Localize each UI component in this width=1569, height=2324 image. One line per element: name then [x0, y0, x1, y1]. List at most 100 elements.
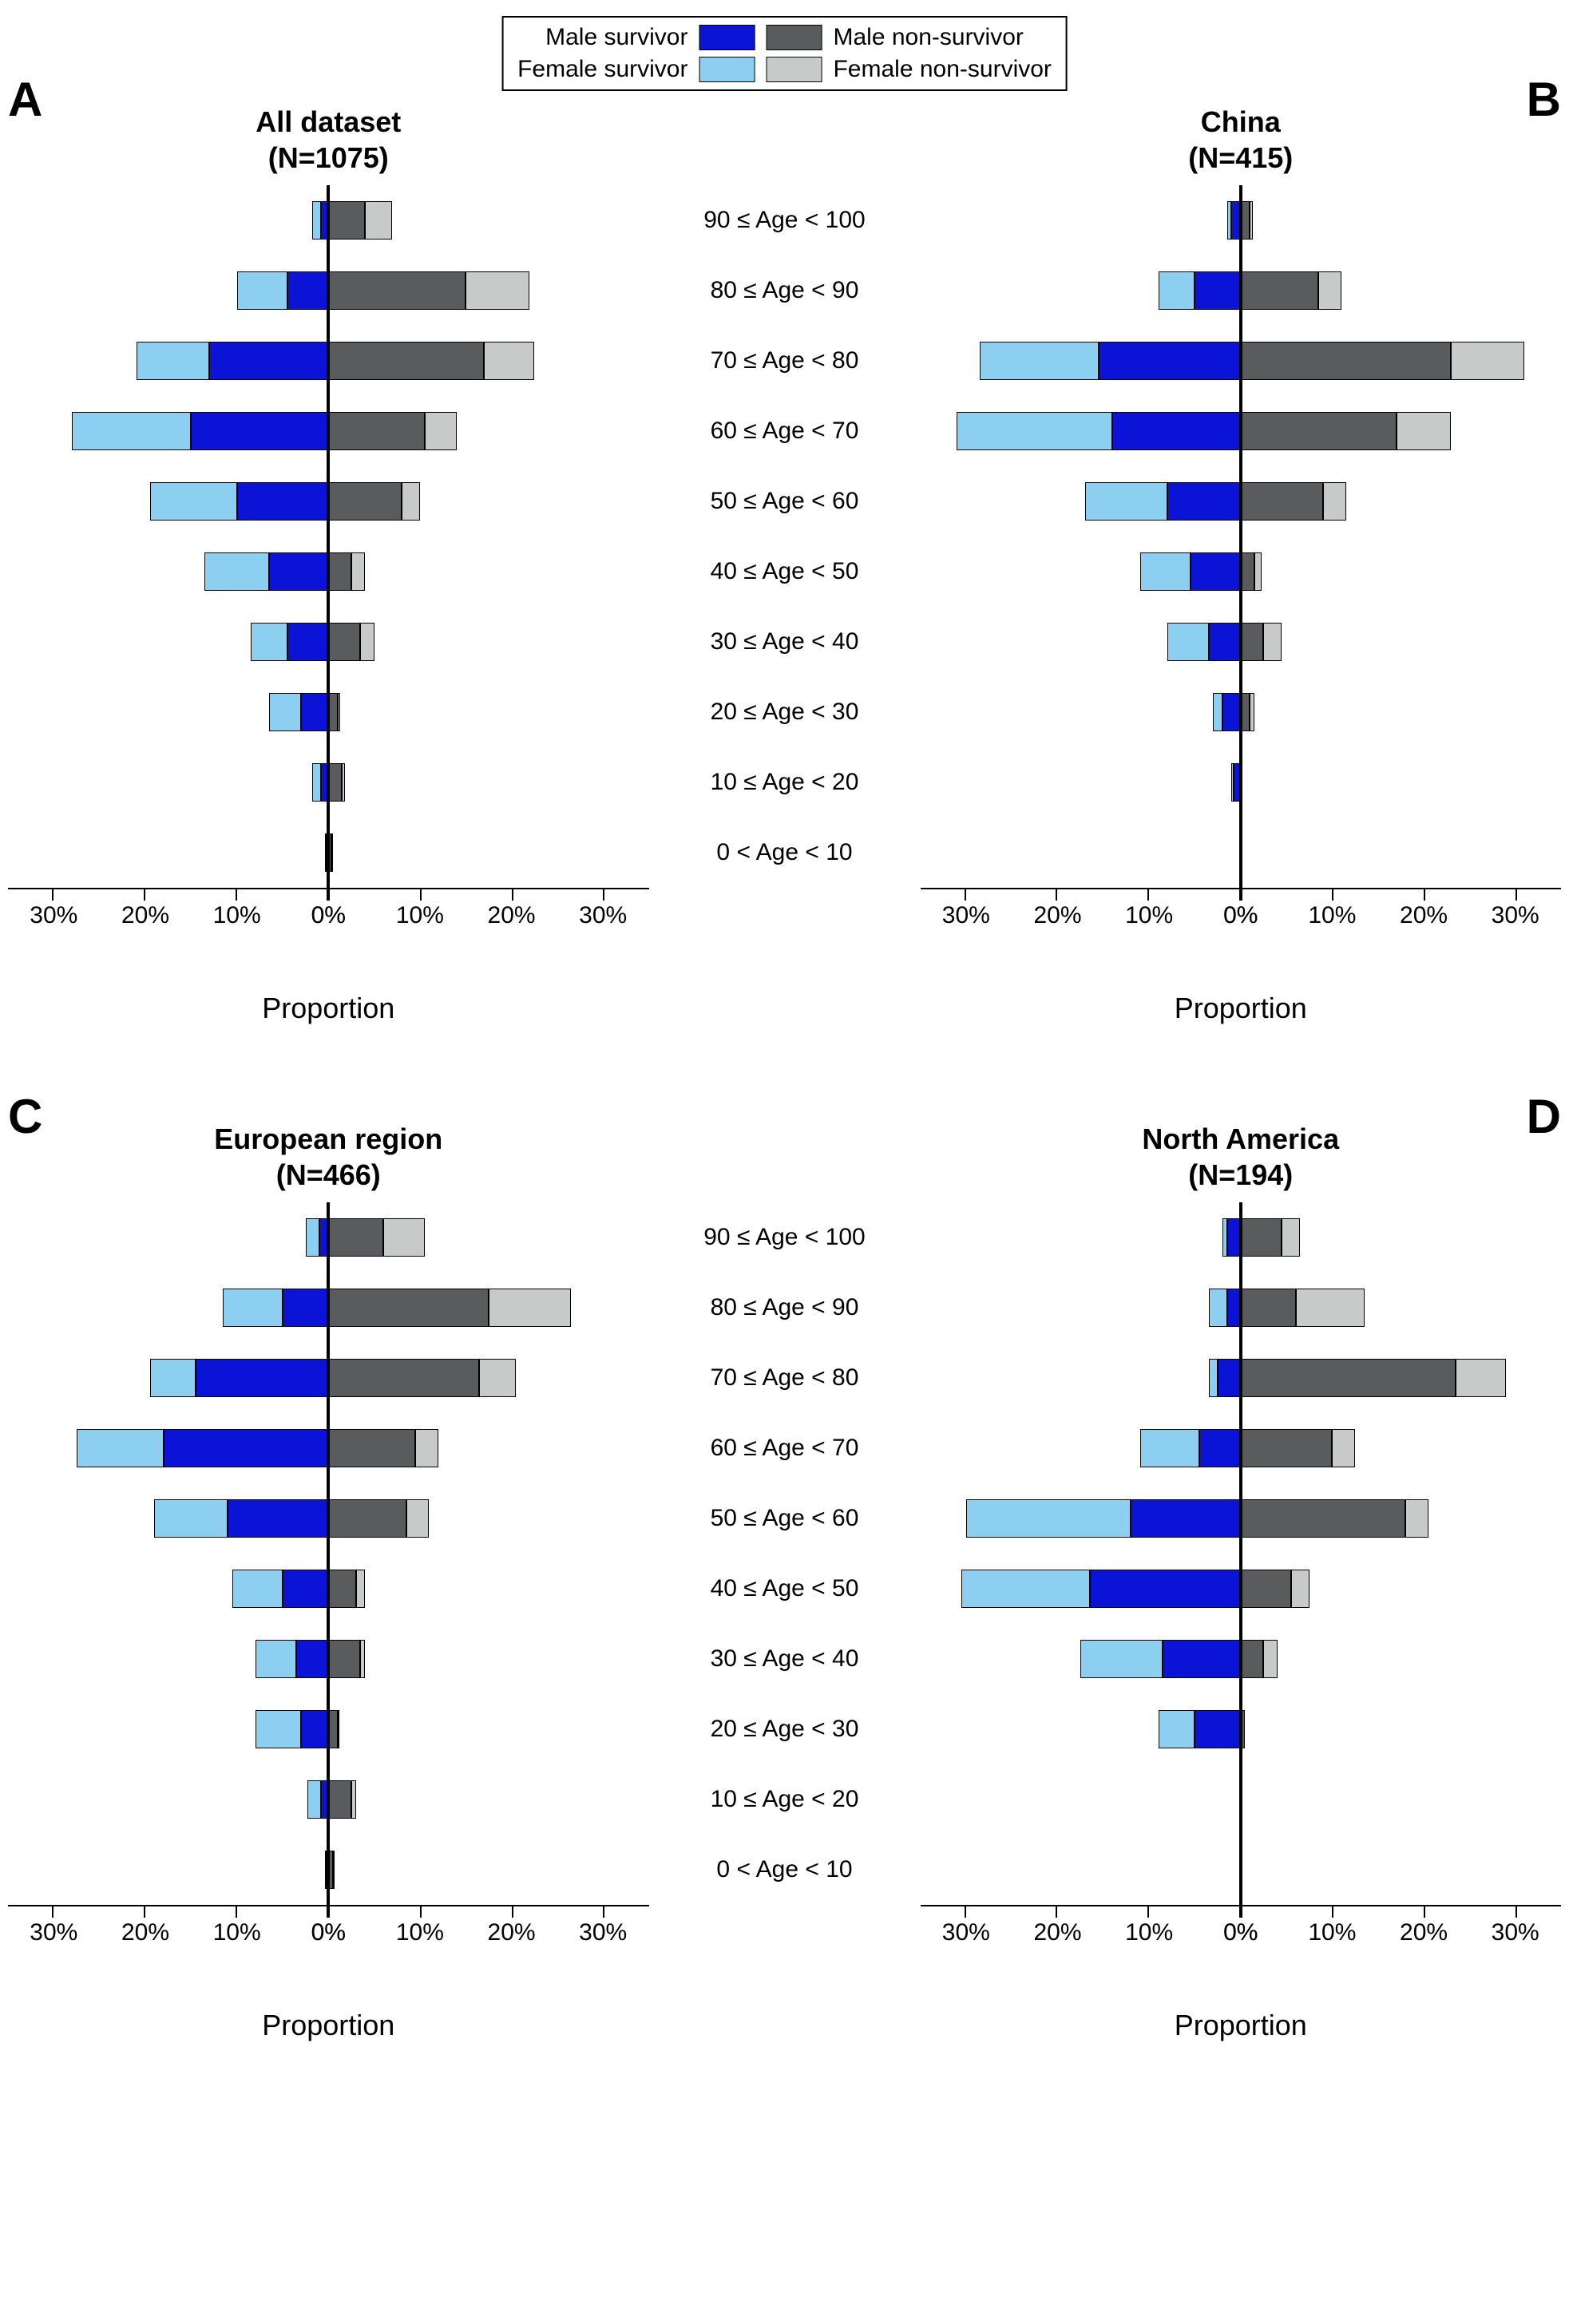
tick-label: 10% [213, 1919, 261, 1946]
seg-male-survivor [237, 482, 329, 521]
tick-label: 0% [1223, 902, 1258, 929]
seg-female-survivor [306, 1218, 319, 1257]
legend-male-nonsurvivor-swatch [766, 25, 822, 50]
age-label: 90 ≤ Age < 100 [665, 185, 905, 255]
bar-row [921, 1624, 1241, 1694]
bar-row [328, 1343, 648, 1413]
seg-female-nonsurvivor [1263, 623, 1282, 661]
bar-row [8, 185, 328, 255]
tick-label: 30% [579, 1919, 627, 1946]
figure: Male survivor Male non-survivor Female s… [8, 16, 1561, 2042]
seg-female-survivor [312, 763, 321, 802]
seg-male-nonsurvivor [1241, 1429, 1333, 1467]
seg-male-nonsurvivor [1241, 482, 1323, 521]
seg-male-survivor [1090, 1570, 1241, 1608]
seg-male-survivor [1191, 552, 1241, 591]
bar-row [328, 747, 648, 818]
seg-female-nonsurvivor [351, 1780, 356, 1819]
age-label: 70 ≤ Age < 80 [665, 326, 905, 396]
bar-row [328, 466, 648, 536]
bar-row [1241, 1835, 1561, 1905]
seg-female-survivor [312, 201, 321, 240]
seg-female-nonsurvivor [365, 201, 392, 240]
bar-row [8, 818, 328, 888]
seg-male-nonsurvivor [328, 1570, 355, 1608]
legend-male-survivor-swatch [699, 25, 755, 50]
seg-male-survivor [1222, 693, 1241, 731]
seg-male-nonsurvivor [1241, 412, 1397, 450]
bar-row [1241, 255, 1561, 326]
seg-female-nonsurvivor [1250, 693, 1254, 731]
age-labels-column: 90 ≤ Age < 10080 ≤ Age < 9070 ≤ Age < 80… [665, 104, 905, 1025]
seg-female-nonsurvivor [360, 1640, 365, 1678]
bar-row [328, 1202, 648, 1273]
seg-female-nonsurvivor [1254, 552, 1262, 591]
bar-row [921, 1273, 1241, 1343]
seg-male-survivor [1195, 1710, 1240, 1748]
seg-female-survivor [1209, 1359, 1218, 1397]
seg-female-nonsurvivor [338, 1710, 339, 1748]
tick-label: 10% [1125, 902, 1173, 929]
seg-female-survivor [237, 271, 287, 310]
seg-male-survivor [1099, 342, 1241, 380]
tick-label: 10% [396, 902, 444, 929]
seg-male-nonsurvivor [328, 412, 424, 450]
bar-row [8, 466, 328, 536]
seg-male-survivor [287, 623, 329, 661]
bar-row [1241, 1202, 1561, 1273]
bar-row [8, 1554, 328, 1624]
tick-label: 0% [311, 1919, 346, 1946]
seg-female-survivor [223, 1289, 283, 1327]
age-label: 70 ≤ Age < 80 [665, 1343, 905, 1413]
age-label: 40 ≤ Age < 50 [665, 1554, 905, 1624]
seg-male-survivor [1167, 482, 1241, 521]
seg-female-survivor [966, 1499, 1131, 1538]
bar-row [921, 1694, 1241, 1764]
seg-male-survivor [1112, 412, 1241, 450]
legend-female-survivor-swatch [699, 57, 755, 82]
legend-male-survivor-label: Male survivor [517, 24, 687, 51]
bar-row [921, 1343, 1241, 1413]
bar-row [921, 326, 1241, 396]
seg-male-survivor [228, 1499, 328, 1538]
panel-D: DNorth America(N=194)0%10%20%30%0%10%20%… [921, 1121, 1562, 2042]
seg-female-nonsurvivor [1397, 412, 1452, 450]
seg-male-nonsurvivor [328, 763, 342, 802]
age-label: 60 ≤ Age < 70 [665, 396, 905, 466]
tick-label: 20% [121, 1919, 169, 1946]
seg-male-nonsurvivor [1241, 1499, 1405, 1538]
bar-row [1241, 1483, 1561, 1554]
panel-title: All dataset(N=1075) [8, 104, 649, 176]
seg-female-survivor [232, 1570, 283, 1608]
bar-row [1241, 536, 1561, 607]
bar-row [1241, 396, 1561, 466]
seg-male-nonsurvivor [328, 1429, 415, 1467]
seg-male-survivor [1163, 1640, 1240, 1678]
bar-row [1241, 1273, 1561, 1343]
bar-row [8, 396, 328, 466]
seg-male-survivor [301, 1710, 328, 1748]
seg-male-nonsurvivor [328, 201, 365, 240]
seg-female-nonsurvivor [342, 763, 344, 802]
bar-row [1241, 747, 1561, 818]
bar-row [328, 396, 648, 466]
bar-row [1241, 1413, 1561, 1483]
seg-female-survivor [1167, 623, 1209, 661]
tick-label: 10% [1125, 1919, 1173, 1946]
bar-row [8, 1273, 328, 1343]
bar-row [328, 1835, 648, 1905]
age-label: 10 ≤ Age < 20 [665, 747, 905, 818]
legend: Male survivor Male non-survivor Female s… [501, 16, 1068, 91]
tick-label: 30% [1492, 1919, 1539, 1946]
tick-label: 20% [1033, 1919, 1081, 1946]
axis-title: Proportion [8, 2009, 649, 2042]
bar-row [8, 677, 328, 747]
seg-female-survivor [1159, 1710, 1195, 1748]
legend-female-survivor-label: Female survivor [517, 56, 687, 83]
seg-female-survivor [1080, 1640, 1163, 1678]
age-label: 50 ≤ Age < 60 [665, 1483, 905, 1554]
panel-letter: D [1527, 1089, 1561, 1144]
seg-female-nonsurvivor [415, 1429, 438, 1467]
tick-label: 10% [213, 902, 261, 929]
seg-female-nonsurvivor [333, 1851, 335, 1889]
